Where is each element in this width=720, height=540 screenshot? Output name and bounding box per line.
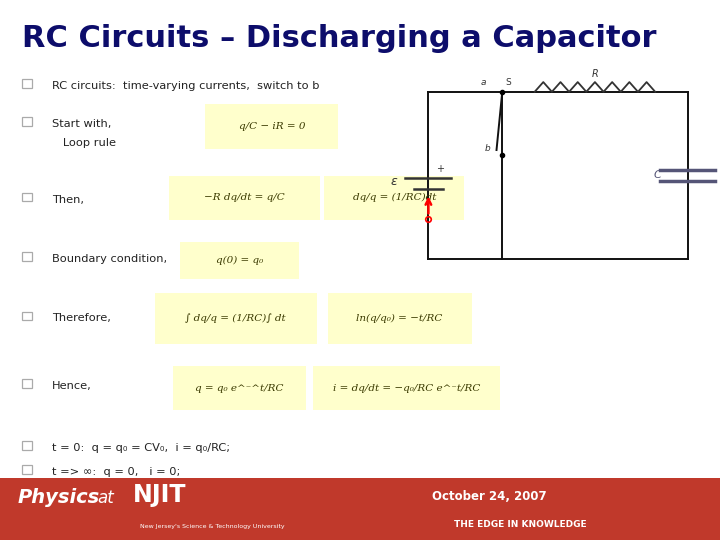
Text: ln(q/q₀) = −t/RC: ln(q/q₀) = −t/RC [356,314,443,323]
Text: Hence,: Hence, [52,381,91,391]
Text: q/C − iR = 0: q/C − iR = 0 [238,122,305,131]
FancyBboxPatch shape [0,478,720,540]
Text: Start with,: Start with, [52,119,111,129]
FancyBboxPatch shape [169,176,320,220]
Text: ∫ dq/q = (1/RC)∫ dt: ∫ dq/q = (1/RC)∫ dt [186,314,286,323]
Text: THE EDGE IN KNOWLEDGE: THE EDGE IN KNOWLEDGE [454,520,586,529]
FancyBboxPatch shape [324,176,464,220]
Text: Therefore,: Therefore, [52,313,111,323]
Text: C: C [653,171,661,180]
Text: −R dq/dt = q/C: −R dq/dt = q/C [204,193,285,202]
Text: New Jersey's Science & Technology University: New Jersey's Science & Technology Univer… [140,524,285,529]
Text: q = q₀ e^⁻^t/RC: q = q₀ e^⁻^t/RC [195,384,284,393]
Text: dq/q = (1/RC)dt: dq/q = (1/RC)dt [353,193,436,202]
Text: q(0) = q₀: q(0) = q₀ [216,256,263,265]
Text: NJIT: NJIT [133,483,186,507]
Text: t => ∞:  q = 0,   i = 0;: t => ∞: q = 0, i = 0; [52,467,180,477]
Text: t = 0:  q = q₀ = CV₀,  i = q₀/RC;: t = 0: q = q₀ = CV₀, i = q₀/RC; [52,443,230,453]
FancyBboxPatch shape [155,293,317,344]
FancyBboxPatch shape [173,366,306,410]
Text: at: at [97,489,114,507]
Text: October 24, 2007: October 24, 2007 [432,490,546,503]
Text: RC circuits:  time-varying currents,  switch to b: RC circuits: time-varying currents, swit… [52,81,320,91]
FancyBboxPatch shape [180,242,299,279]
Text: Loop rule: Loop rule [52,138,116,148]
FancyBboxPatch shape [328,293,472,344]
Text: +: + [436,164,444,174]
Text: RC Circuits – Discharging a Capacitor: RC Circuits – Discharging a Capacitor [22,24,656,53]
Text: S: S [506,78,512,87]
Text: i = dq/dt = −q₀/RC e^⁻t/RC: i = dq/dt = −q₀/RC e^⁻t/RC [333,384,480,393]
Text: R: R [592,69,598,79]
Text: Then,: Then, [52,194,84,205]
Text: Physics: Physics [18,488,100,507]
Text: ε: ε [391,174,397,188]
FancyBboxPatch shape [205,104,338,148]
Text: b: b [485,144,490,153]
Text: Boundary condition,: Boundary condition, [52,254,167,264]
Text: a: a [481,78,486,87]
FancyBboxPatch shape [313,366,500,410]
